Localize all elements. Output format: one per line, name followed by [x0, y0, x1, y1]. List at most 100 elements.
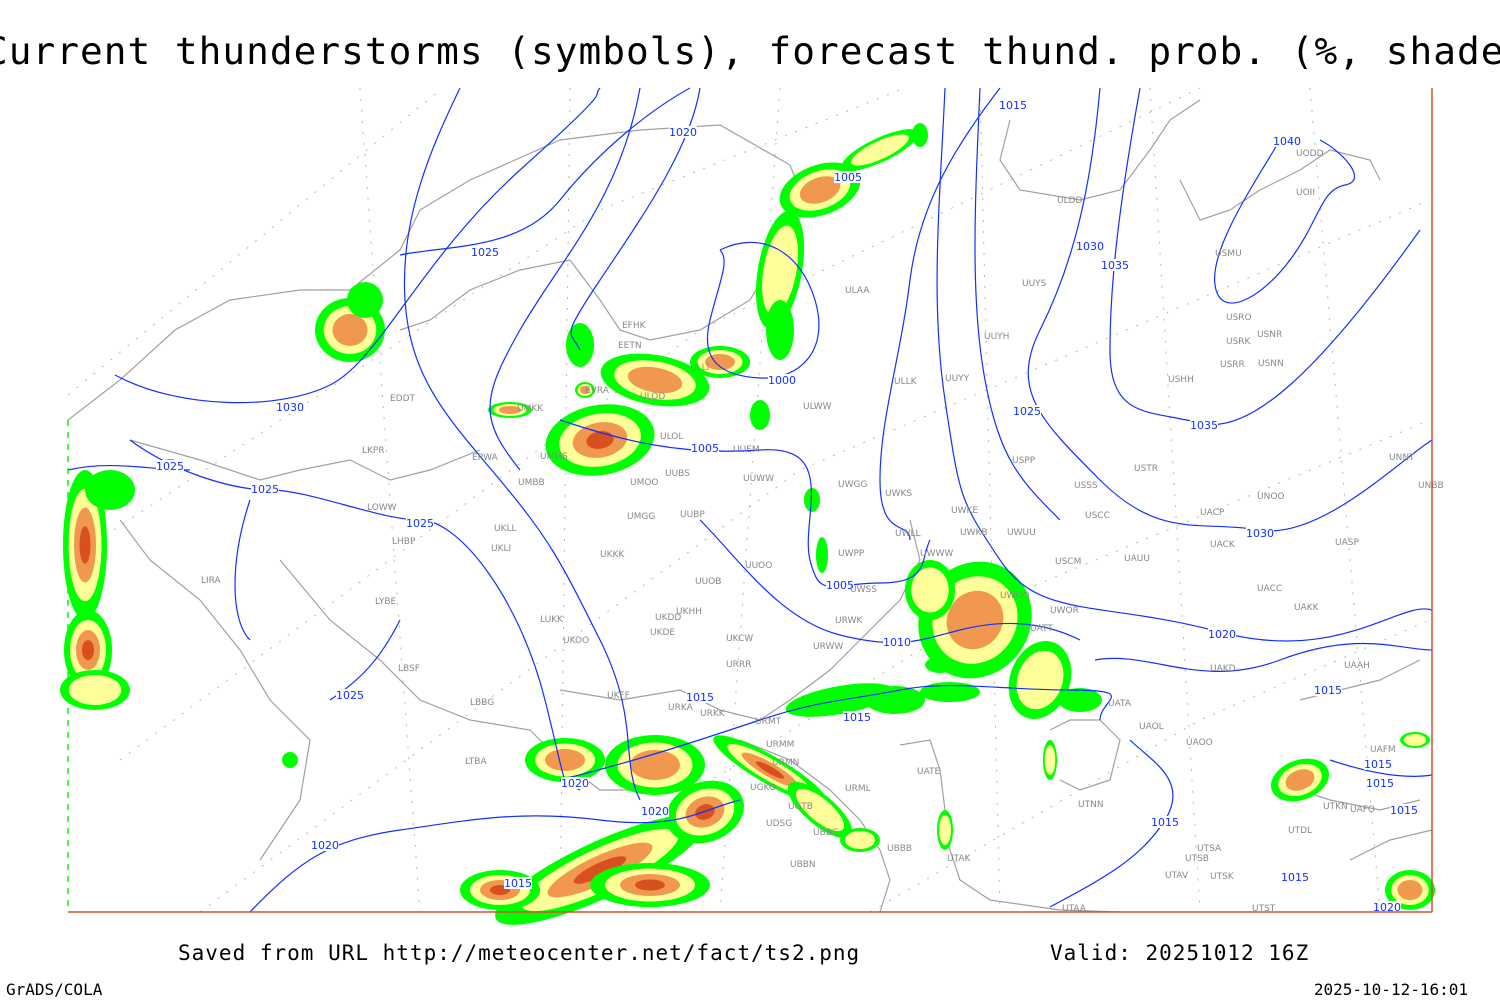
storm-cell [1043, 740, 1057, 780]
isobar-label-bg [1101, 259, 1129, 271]
isobar-label: 1015 [686, 691, 714, 704]
station-label: UMBB [518, 478, 545, 488]
prob-low-area [925, 657, 955, 673]
station-label: UKLL [494, 524, 517, 534]
isobar-line [559, 684, 1112, 781]
station-label: LUKK [540, 615, 564, 625]
storm-cell [1270, 758, 1330, 802]
software-credit: GrADS/COLA [6, 980, 103, 999]
isobar-line [699, 519, 1081, 644]
isobar-label: 1020 [641, 805, 669, 818]
isobar-label: 1020 [1373, 901, 1401, 914]
station-label: UUOB [695, 577, 721, 587]
storm-cell [488, 402, 532, 418]
station-label: UODD [1296, 149, 1324, 159]
isobar-label: 1020 [561, 777, 589, 790]
isobar-line [489, 87, 641, 471]
station-label: ULWW [803, 402, 832, 412]
station-label: USMU [1215, 249, 1242, 259]
station-label: USRO [1226, 313, 1252, 323]
storm-cell [666, 780, 744, 844]
prob-very-high-area [755, 761, 785, 779]
storm-cell [787, 781, 853, 839]
station-label: LHBP [392, 537, 416, 547]
isobar-label: 1000 [768, 374, 796, 387]
station-label: UUYH [984, 332, 1009, 342]
station-label: UTAK [947, 854, 972, 864]
prob-high-area [946, 590, 1004, 650]
prob-low-area [804, 488, 820, 512]
storm-cell [937, 810, 953, 850]
storm-cell [63, 470, 107, 620]
isobar-label-bg [471, 246, 499, 258]
isobar-label-bg [1013, 405, 1041, 417]
station-label: URKK [700, 709, 726, 719]
station-label: UNOO [1257, 492, 1285, 502]
storm-cell [865, 686, 925, 714]
isobar-label: 1020 [1208, 628, 1236, 641]
prob-high-area [1285, 769, 1315, 791]
station-label: UUWW [743, 474, 774, 484]
storm-cell [912, 123, 928, 147]
storm-cell [925, 657, 955, 673]
station-label: ULOL [660, 432, 683, 442]
station-label: UWSS [850, 585, 877, 595]
station-label: USRR [1220, 360, 1245, 370]
station-label: UTNN [1078, 800, 1104, 810]
valid-time-text: Valid: 20251012 16Z [1050, 941, 1310, 965]
prob-low-area [347, 282, 383, 318]
storm-cell [1400, 732, 1430, 748]
station-label: URMN [772, 758, 799, 768]
isobar-label: 1015 [1364, 758, 1392, 771]
isobar-label: 1005 [834, 171, 862, 184]
isobar-label-bg [1373, 901, 1401, 913]
station-label: UASP [1335, 538, 1359, 548]
station-label: UACP [1200, 508, 1225, 518]
isobar-label-bg [1364, 758, 1392, 770]
isobar-line [249, 799, 741, 913]
isobar-line [974, 87, 1061, 521]
isobar-line [234, 499, 251, 641]
station-label: UUBS [665, 469, 690, 479]
station-label: EETN [618, 341, 642, 351]
isobar-line [879, 87, 1001, 541]
storm-cell [545, 404, 655, 476]
isobar-label-bg [1366, 777, 1394, 789]
isobar-label-bg [768, 374, 796, 386]
station-label: UBBN [790, 860, 816, 870]
prob-high-area [499, 406, 521, 414]
station-label: UAUU [1124, 554, 1150, 564]
station-label: UTKN [1323, 802, 1348, 812]
prob-very-high-area [635, 879, 665, 891]
station-label: URML [845, 784, 871, 794]
isobar-label: 1025 [251, 483, 279, 496]
station-label: UUBP [680, 510, 705, 520]
isobar-label-bg [336, 689, 364, 701]
prob-mid-area [1044, 745, 1056, 775]
prob-low-area [816, 537, 828, 573]
station-label: UWGG [838, 480, 867, 490]
storm-cell [347, 282, 383, 318]
station-label: UWPP [838, 549, 865, 559]
isobar-line [570, 87, 701, 351]
isobar-label-bg [826, 579, 854, 591]
source-url-text: Saved from URL http://meteocenter.net/fa… [178, 941, 861, 965]
isobar-label: 1015 [843, 711, 871, 724]
isobar-label: 1020 [669, 126, 697, 139]
isobar-label: 1015 [1366, 777, 1394, 790]
storm-cell [1008, 641, 1072, 719]
isobar-label: 1025 [156, 460, 184, 473]
storm-cell [766, 300, 794, 360]
isobar-label-bg [641, 805, 669, 817]
isobar-line [1027, 87, 1433, 532]
storm-cell [590, 863, 710, 907]
isobar-line [1109, 87, 1421, 426]
prob-mid-area [68, 675, 122, 705]
storm-cell [600, 353, 710, 407]
station-label: USNN [1258, 359, 1284, 369]
station-label: URRR [726, 660, 751, 670]
station-label: UBBB [887, 844, 912, 854]
isobar-label-bg [1273, 135, 1301, 147]
station-label: LKPR [362, 446, 385, 456]
